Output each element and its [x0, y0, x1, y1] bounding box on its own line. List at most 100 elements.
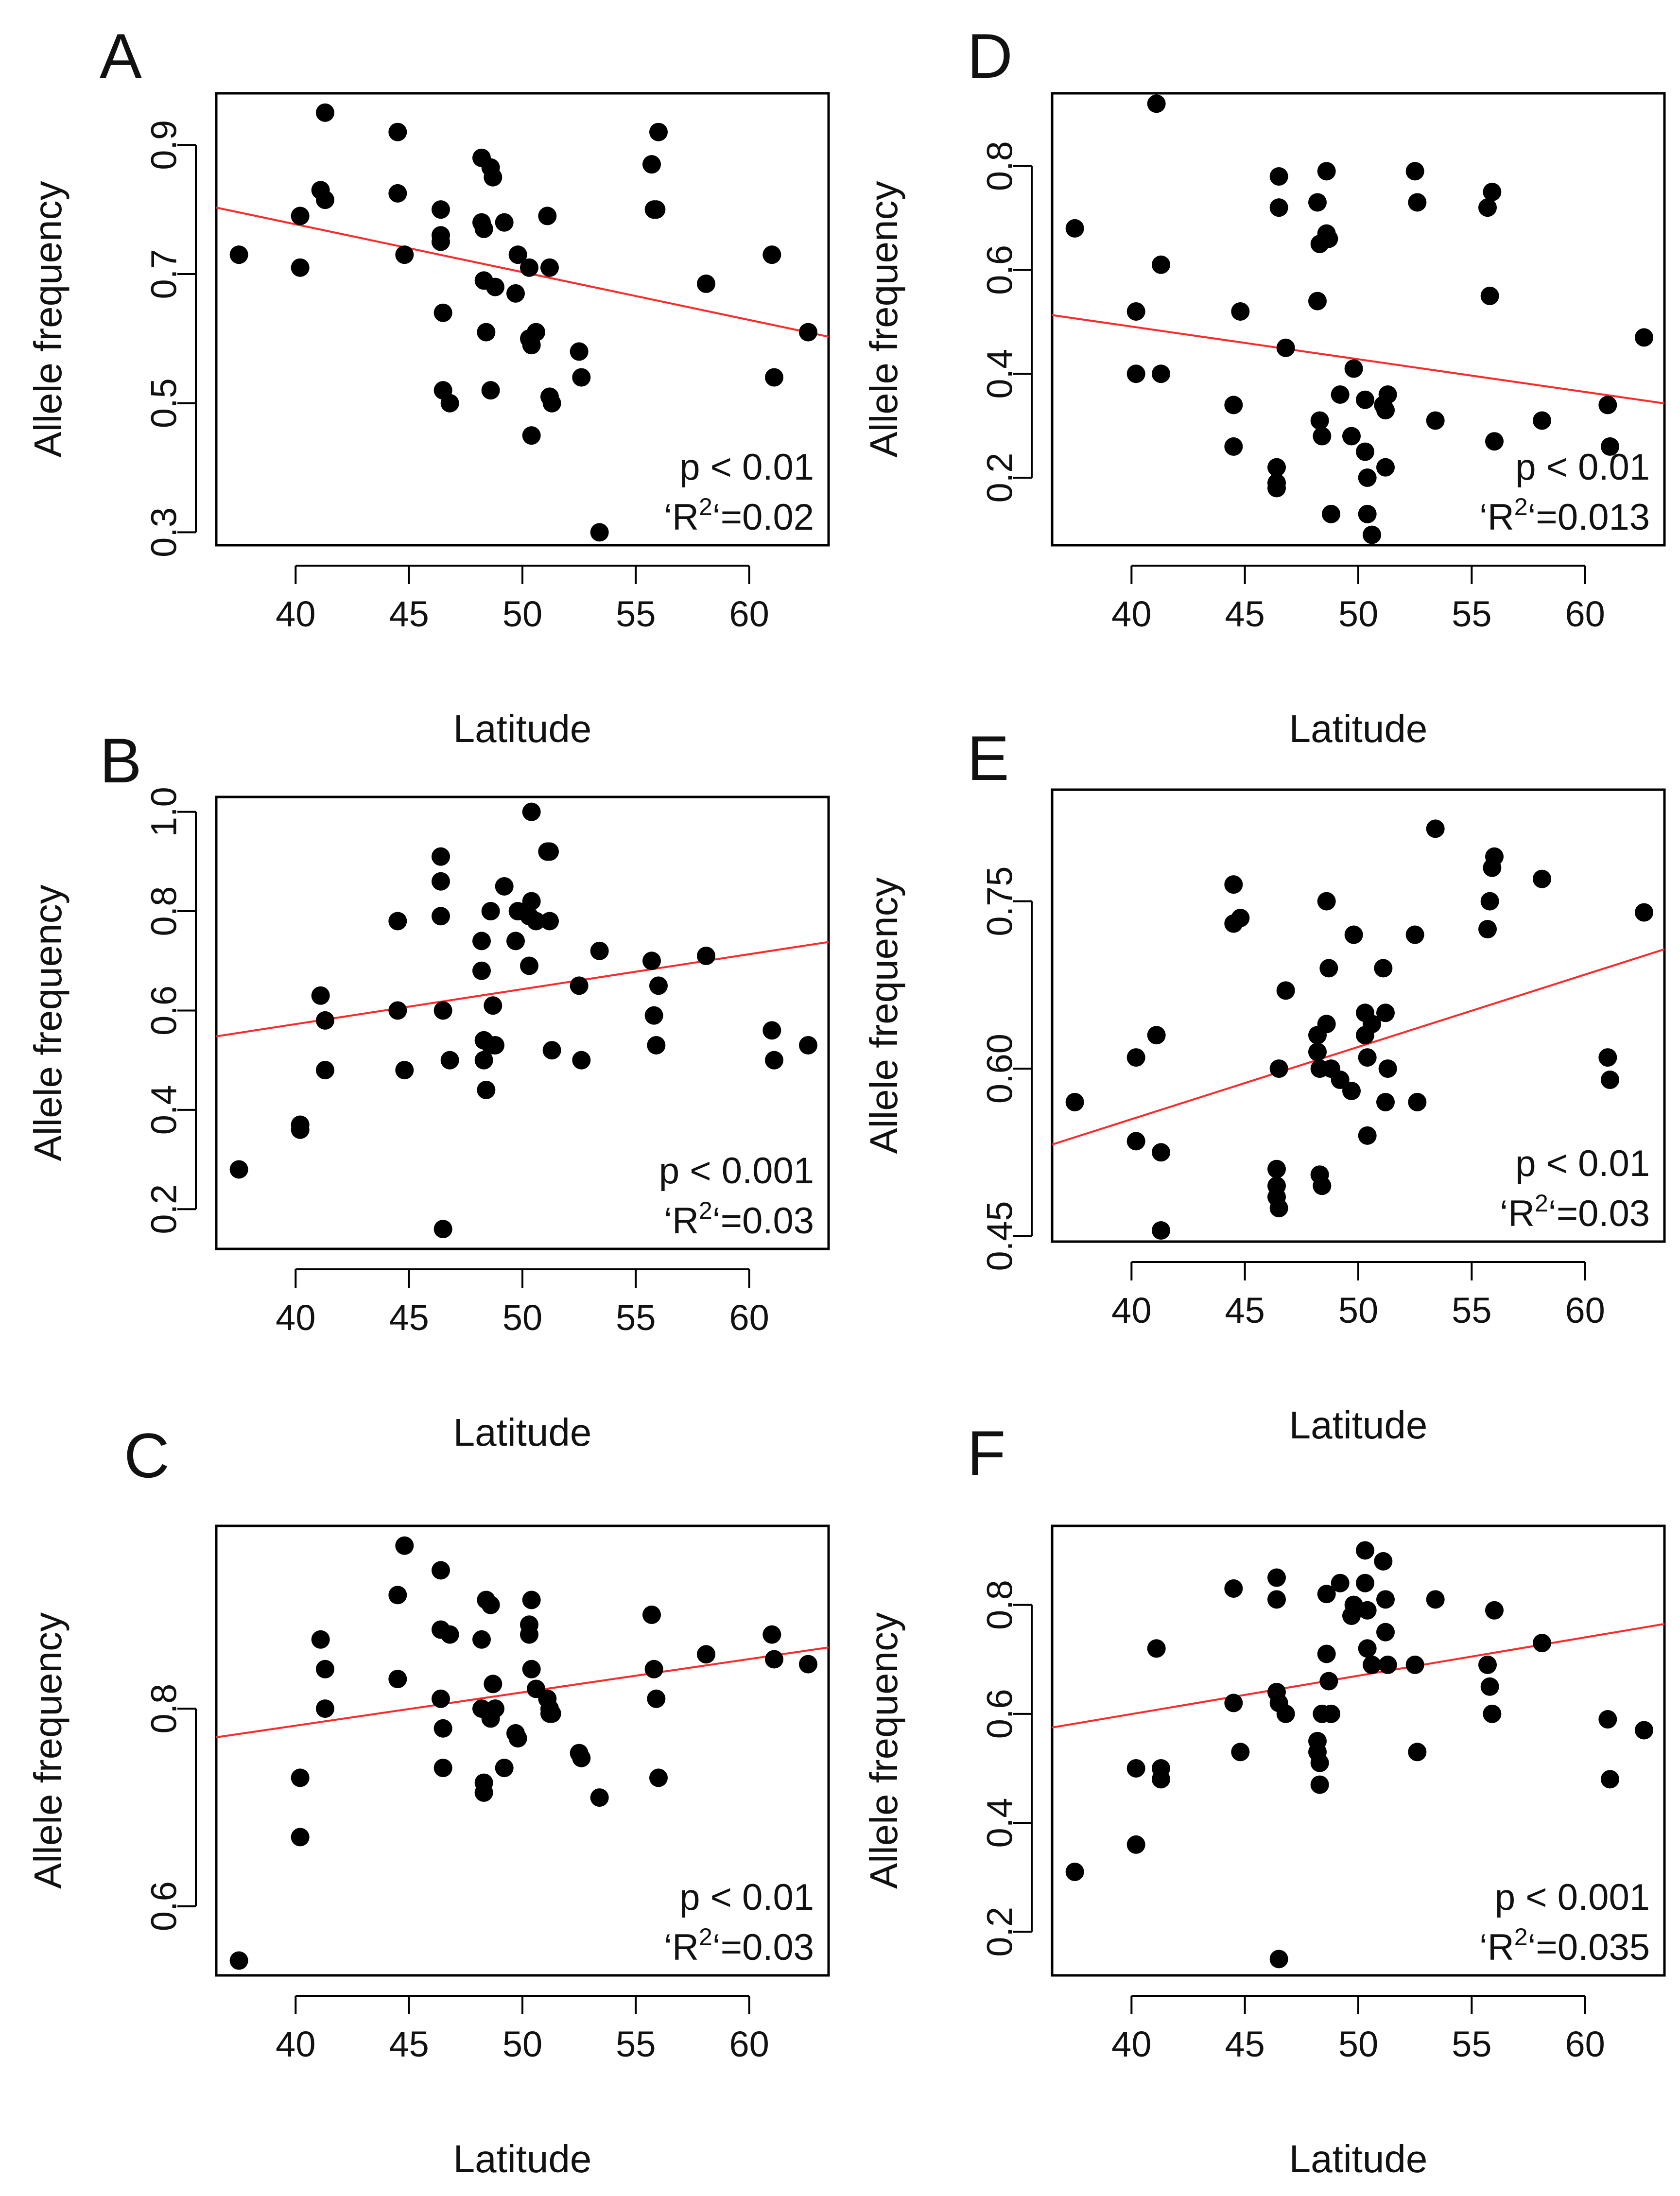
panel-c-data-point: [229, 1951, 248, 1970]
panel-a-y-tick-label: 0.9: [144, 120, 184, 170]
panel-b-data-point: [522, 892, 541, 911]
panel-c-data-point: [765, 1650, 783, 1669]
panel-b-x-tick-label: 50: [502, 1297, 542, 1338]
panel-c-data-point: [642, 1605, 661, 1624]
panel-d-data-point: [1224, 437, 1243, 456]
panel-f-data-point: [1356, 1574, 1374, 1592]
panel-e-data-point: [1408, 1092, 1427, 1111]
panel-b-data-point: [495, 877, 514, 896]
panel-f-data-point: [1378, 1655, 1397, 1674]
panel-c-data-point: [432, 1561, 450, 1580]
panel-a-plot-frame: [215, 92, 830, 547]
panel-e-data-point: [1598, 1048, 1617, 1067]
panel-c-data-point: [572, 1748, 591, 1767]
panel-a-data-point: [486, 277, 504, 296]
panel-d-x-tick-label: 60: [1565, 594, 1605, 634]
panel-d-data-point: [1126, 364, 1145, 383]
panel-b-data-point: [316, 1011, 334, 1030]
panel-a-data-point: [649, 122, 668, 141]
panel-a-r-squared-exponent: 2: [699, 493, 712, 520]
panel-e-x-tick-label: 50: [1338, 1290, 1378, 1331]
panel-b-data-point: [506, 932, 525, 951]
panel-a-data-point: [642, 155, 661, 174]
panel-d-y-tick-label: 0.6: [980, 245, 1020, 295]
panel-f-regression-line: [1052, 1623, 1664, 1729]
panel-b-r-squared-exponent: 2: [699, 1197, 712, 1224]
panel-f-data-point: [1152, 1770, 1170, 1789]
panel-e-data-point: [1374, 959, 1393, 978]
panel-f-data-point: [1065, 1862, 1084, 1881]
panel-a-y-axis-title: Allele frequency: [26, 181, 69, 457]
panel-c-data-point: [316, 1660, 334, 1678]
panel-b-data-point: [486, 1036, 504, 1055]
panel-d-y-tick-label: 0.2: [980, 453, 1020, 503]
panel-d-data-point: [1147, 94, 1166, 113]
panel-a: A 40 45 50 55 60 0.3 0.5 0.7 0.9 Latitude Allele fr…: [26, 20, 830, 750]
panel-f-r-squared-exponent: 2: [1514, 1923, 1528, 1951]
panel-d-data-point: [1478, 198, 1497, 217]
panel-c-data-point: [799, 1655, 817, 1674]
panel-c-data-point: [433, 1759, 452, 1778]
panel-c-data-point: [495, 1759, 514, 1778]
panel-b-r-squared-prefix: ‘R: [664, 1200, 699, 1242]
panel-a-data-point: [291, 258, 310, 277]
panel-d-regression-line: [1052, 314, 1664, 405]
panel-d-data-point: [1319, 229, 1338, 248]
panel-e-data-point: [1363, 1015, 1381, 1034]
panel-a-y-tick-label: 0.3: [144, 507, 184, 557]
panel-e-data-point: [1376, 1003, 1395, 1022]
panel-a-data-point: [316, 190, 334, 209]
panel-b-data-point: [481, 902, 500, 921]
panel-e-data-point: [1308, 1042, 1327, 1061]
panel-d-data-point: [1317, 162, 1336, 181]
panel-d-data-point: [1267, 458, 1286, 477]
panel-a-data-point: [395, 245, 414, 264]
panel-a-x-tick-label: 45: [389, 594, 429, 634]
panel-d-data-point: [1322, 504, 1340, 523]
panel-b-data-point: [642, 951, 661, 970]
panel-b-data-point: [484, 996, 502, 1015]
panel-b-r-squared: ‘R2‘=0.03: [664, 1197, 814, 1242]
panel-f-data-point: [1319, 1672, 1338, 1691]
panel-f-data-point: [1483, 1704, 1502, 1723]
panel-d-data-point: [1378, 385, 1397, 404]
panel-c-data-point: [590, 1788, 609, 1807]
panel-a-data-point: [316, 103, 334, 122]
panel-f-x-tick-label: 60: [1565, 2024, 1605, 2064]
panel-e-data-point: [1276, 981, 1295, 1000]
panel-b-x-tick-label: 45: [389, 1297, 429, 1338]
panel-e-data-point: [1269, 1199, 1288, 1218]
panel-c-data-point: [522, 1591, 541, 1609]
panel-f-data-point: [1310, 1753, 1329, 1772]
panel-b-data-point: [432, 847, 450, 866]
panel-f-data-point: [1405, 1655, 1424, 1674]
panel-c-x-tick-label: 50: [502, 2024, 542, 2064]
panel-f-data-point: [1322, 1704, 1340, 1723]
panel-c-data-point: [291, 1768, 310, 1787]
panel-c-data-point: [432, 1689, 450, 1708]
panel-d-plot-frame: [1051, 92, 1666, 547]
panel-f-x-axis-title: Latitude: [1289, 2137, 1428, 2180]
panel-f-y-tick-label: 0.8: [980, 1580, 1020, 1630]
panel-f-letter: F: [967, 1418, 1005, 1488]
panel-d-data-point: [1152, 255, 1170, 274]
panel-a-data-point: [291, 207, 310, 225]
panel-b-y-tick-label: 0.8: [144, 886, 184, 936]
panel-a-data-point: [506, 284, 525, 303]
panel-b-y-tick-label: 0.6: [144, 986, 184, 1036]
panel-f-data-point: [1598, 1710, 1617, 1729]
panel-b-x-tick-label: 60: [729, 1297, 769, 1338]
panel-a-data-point: [697, 274, 715, 293]
panel-d-data-point: [1483, 183, 1502, 202]
panel-f-x-tick-label: 55: [1452, 2024, 1491, 2064]
panel-e-x-tick-label: 55: [1452, 1290, 1491, 1331]
panel-a-data-point: [570, 342, 589, 361]
panel-e-data-point: [1269, 1059, 1288, 1078]
panel-c-y-tick-label: 0.6: [144, 1881, 184, 1931]
panel-c-x-tick-label: 55: [616, 2024, 656, 2064]
panel-c-data-point: [520, 1625, 538, 1644]
panel-f-data-point: [1376, 1590, 1395, 1609]
panel-d-data-point: [1358, 504, 1377, 523]
panel-b-data-point: [799, 1036, 817, 1055]
panel-b-data-point: [395, 1061, 414, 1080]
